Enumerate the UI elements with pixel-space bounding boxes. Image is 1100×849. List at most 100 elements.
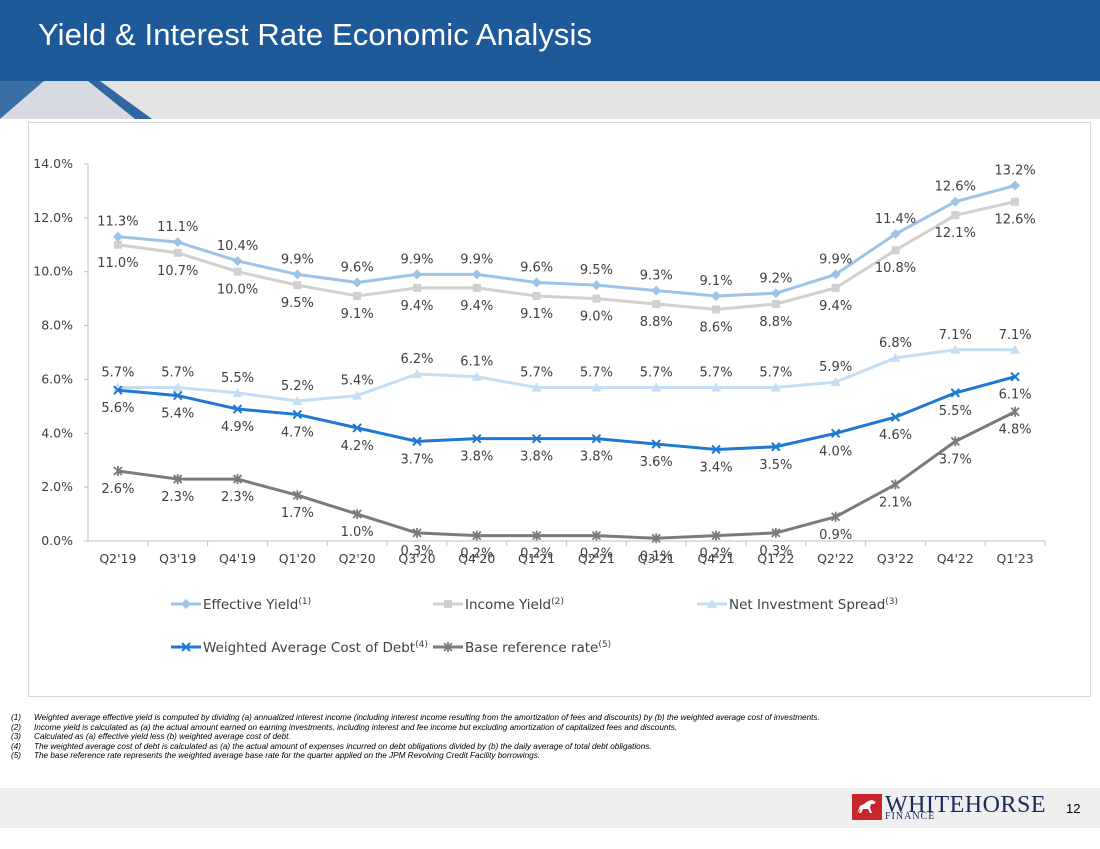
data-label: 10.0% [217,283,258,298]
legend-superscript: (3) [885,597,898,607]
data-label: 3.4% [700,460,733,475]
data-label: 5.7% [700,366,733,381]
data-point [951,211,960,220]
data-label: 8.8% [640,315,673,330]
footnote-2: (2) Income yield is calculated as (a) the… [11,723,911,733]
data-point [353,291,362,300]
data-point [711,382,722,392]
data-label: 9.1% [341,307,374,322]
footnote-number: (2) [11,722,22,732]
x-tick-label: Q3'19 [159,551,196,566]
data-point [770,382,781,392]
data-point [1010,372,1020,382]
data-label: 12.6% [935,180,976,195]
header-banner: Yield & Interest Rate Economic Analysis [0,0,1100,119]
data-point [411,369,422,379]
data-point [531,530,542,541]
data-point [950,196,961,207]
data-label: 9.4% [460,299,493,314]
data-label: 9.1% [520,307,553,322]
data-label: 6.2% [400,352,433,367]
data-label: 4.6% [879,428,912,443]
x-tick-label: Q4'21 [697,551,734,566]
data-label: 12.1% [935,226,976,241]
data-point [771,442,781,452]
data-label: 9.2% [759,271,792,286]
data-label: 9.9% [400,252,433,267]
data-label: 5.4% [341,374,374,389]
footnote-number: (1) [11,713,22,722]
data-point [232,255,243,266]
data-label: 6.1% [460,355,493,370]
data-point [531,277,542,288]
chart-container: 0.0% 2.0% 4.0% 6.0% 8.0% 10.0% 12.0% 14.0% Q2'19… [28,122,1091,697]
x-tick-label: Q1'22 [757,551,794,566]
data-label: 9.1% [700,274,733,289]
data-point [830,269,841,280]
data-label: 5.7% [580,366,613,381]
data-point [950,344,961,354]
data-label: 4.0% [819,444,852,459]
data-point [472,283,481,292]
data-point [411,269,422,280]
data-label: 3.8% [580,450,613,465]
x-tick-label: Q2'19 [99,551,136,566]
data-label: 9.5% [580,263,613,278]
footnote-text: The weighted average cost of debt is cal… [34,741,652,751]
legend-superscript: (2) [551,597,564,607]
data-point [531,382,542,392]
legend-marker [707,599,717,608]
footnotes: (1) Weighted average effective yield is c… [11,713,911,761]
data-point [352,423,362,433]
data-point [112,231,123,242]
logo-name: WHITEHORSE [885,792,1046,818]
data-point [232,474,243,485]
data-point [292,490,302,501]
data-label: 5.9% [819,360,852,375]
data-point [293,281,302,290]
legend-label: Income Yield(2) [465,597,564,613]
footer-band [0,788,1100,828]
footnote-text: Income yield is calculated as (a) the ac… [34,722,678,732]
series-line [117,375,1016,451]
data-point [651,382,662,392]
data-point [591,382,602,392]
legend-marker [181,599,191,609]
data-point [173,390,183,401]
y-tick-label: 4.0% [41,425,73,440]
data-point [890,352,901,362]
data-point [1010,180,1021,191]
header-accent-right [88,81,152,119]
y-tick-label: 8.0% [41,318,73,333]
data-label: 11.0% [97,256,138,271]
series-line [117,184,1016,298]
data-point [652,300,661,309]
data-point [471,371,482,381]
data-label: 8.6% [700,320,733,335]
data-label: 5.7% [101,366,134,381]
data-point [712,305,721,314]
data-point [113,465,123,476]
data-point [651,439,661,449]
data-label: 7.1% [939,328,972,343]
data-point [890,479,901,490]
data-label: 5.7% [640,366,673,381]
x-tick-label: Q3'22 [877,551,914,566]
data-label: 11.4% [875,212,916,227]
data-label: 5.7% [759,366,792,381]
data-label: 2.1% [879,495,912,510]
x-tick-label: Q4'19 [219,551,256,566]
data-point [591,280,602,291]
data-point [113,240,122,249]
data-point [471,269,482,280]
data-label: 9.9% [460,252,493,267]
y-tick-label: 6.0% [41,371,73,386]
data-label: 3.8% [520,450,553,465]
x-tick-label: Q2'22 [817,551,854,566]
data-label: 0.2% [460,547,493,562]
x-tick-label: Q1'23 [997,551,1034,566]
data-point [1010,406,1020,417]
data-point [831,283,840,292]
data-point [711,290,722,301]
footnote-text: Weighted average effective yield is comp… [34,713,820,722]
